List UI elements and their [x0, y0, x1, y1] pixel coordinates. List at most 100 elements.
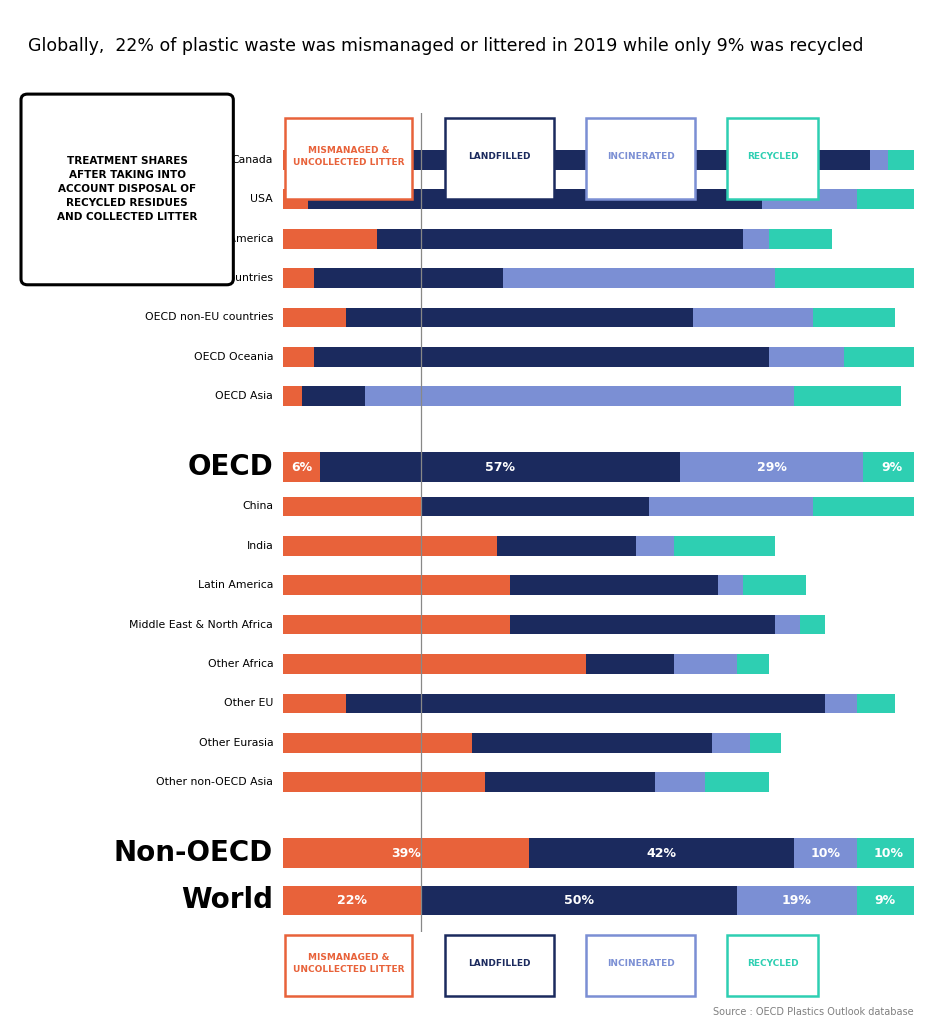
Bar: [794, 839, 857, 868]
Bar: [320, 453, 680, 482]
Bar: [712, 733, 750, 753]
FancyBboxPatch shape: [21, 94, 234, 285]
Bar: [586, 654, 674, 674]
FancyBboxPatch shape: [586, 935, 695, 995]
Text: 57%: 57%: [485, 461, 515, 474]
Text: Other Africa: Other Africa: [207, 659, 273, 669]
Bar: [737, 654, 769, 674]
Text: TREATMENT SHARES
AFTER TAKING INTO
ACCOUNT DISPOSAL OF
RECYCLED RESIDUES
AND COL: TREATMENT SHARES AFTER TAKING INTO ACCOU…: [57, 157, 198, 222]
FancyBboxPatch shape: [727, 118, 818, 200]
Bar: [484, 772, 655, 792]
Text: INCINERATED: INCINERATED: [607, 959, 674, 969]
Bar: [775, 614, 800, 635]
Bar: [718, 575, 743, 595]
Text: 10%: 10%: [873, 847, 903, 859]
FancyBboxPatch shape: [285, 118, 412, 200]
Bar: [706, 772, 769, 792]
Text: LANDFILLED: LANDFILLED: [468, 959, 530, 969]
Text: 39%: 39%: [391, 847, 420, 859]
Bar: [794, 386, 901, 407]
Bar: [283, 307, 346, 328]
Bar: [680, 453, 863, 482]
Text: Canada: Canada: [232, 155, 273, 165]
Bar: [283, 536, 497, 556]
Text: 9%: 9%: [881, 461, 902, 474]
Text: World: World: [181, 887, 273, 914]
Text: INCINERATED: INCINERATED: [607, 153, 674, 162]
Text: Globally,  22% of plastic waste was mismanaged or littered in 2019 while only 9%: Globally, 22% of plastic waste was misma…: [28, 37, 864, 55]
Text: Source : OECD Plastics Outlook database: Source : OECD Plastics Outlook database: [713, 1007, 914, 1017]
Text: 9%: 9%: [875, 894, 896, 907]
Bar: [775, 268, 914, 288]
Bar: [283, 151, 308, 170]
Bar: [314, 347, 769, 367]
Bar: [346, 693, 825, 714]
Bar: [825, 693, 857, 714]
Bar: [283, 228, 377, 249]
Bar: [503, 268, 775, 288]
Text: OECD Asia: OECD Asia: [216, 391, 273, 401]
Bar: [857, 886, 914, 915]
Text: OECD EU countries: OECD EU countries: [170, 273, 273, 283]
Bar: [863, 453, 920, 482]
Bar: [283, 654, 586, 674]
Text: RECYCLED: RECYCLED: [747, 153, 798, 162]
Text: 22%: 22%: [337, 894, 367, 907]
Text: Other EU: Other EU: [224, 698, 273, 709]
Bar: [472, 733, 712, 753]
Bar: [283, 839, 528, 868]
Bar: [497, 536, 636, 556]
Text: RECYCLED: RECYCLED: [747, 959, 798, 969]
Bar: [283, 772, 484, 792]
Text: Other non-OECD Asia: Other non-OECD Asia: [156, 777, 273, 787]
Bar: [857, 693, 895, 714]
Text: Other OECD America: Other OECD America: [158, 233, 273, 244]
Bar: [813, 307, 895, 328]
Bar: [283, 733, 472, 753]
Bar: [857, 839, 920, 868]
FancyBboxPatch shape: [445, 118, 554, 200]
Bar: [857, 189, 914, 209]
Text: OECD non-EU countries: OECD non-EU countries: [145, 312, 273, 323]
Bar: [421, 497, 649, 516]
Bar: [283, 886, 421, 915]
Text: Non-OECD: Non-OECD: [114, 839, 273, 867]
Text: 19%: 19%: [782, 894, 812, 907]
Bar: [421, 886, 737, 915]
Text: Other Eurasia: Other Eurasia: [199, 738, 273, 748]
Text: MISMANAGED &
UNCOLLECTED LITTER: MISMANAGED & UNCOLLECTED LITTER: [293, 146, 404, 167]
Text: LANDFILLED: LANDFILLED: [468, 153, 530, 162]
Bar: [693, 307, 813, 328]
Bar: [769, 347, 844, 367]
Bar: [510, 614, 775, 635]
Text: 42%: 42%: [646, 847, 676, 859]
Bar: [301, 386, 365, 407]
Bar: [528, 839, 794, 868]
FancyBboxPatch shape: [727, 935, 818, 995]
Text: 50%: 50%: [564, 894, 594, 907]
Bar: [762, 189, 857, 209]
Bar: [844, 347, 914, 367]
Bar: [813, 497, 914, 516]
Text: OECD: OECD: [187, 453, 273, 481]
Bar: [283, 268, 314, 288]
FancyBboxPatch shape: [445, 935, 554, 995]
Bar: [346, 307, 693, 328]
Bar: [737, 886, 857, 915]
Bar: [743, 575, 806, 595]
Text: India: India: [247, 541, 273, 551]
Text: 10%: 10%: [810, 847, 840, 859]
Bar: [674, 654, 737, 674]
Text: Middle East & North Africa: Middle East & North Africa: [129, 620, 273, 630]
Bar: [314, 268, 503, 288]
Bar: [365, 386, 794, 407]
Bar: [655, 772, 706, 792]
Bar: [283, 497, 421, 516]
Bar: [769, 228, 832, 249]
Text: 29%: 29%: [756, 461, 787, 474]
Text: OECD Oceania: OECD Oceania: [194, 352, 273, 361]
Bar: [869, 151, 888, 170]
Bar: [377, 228, 743, 249]
Text: USA: USA: [251, 195, 273, 204]
Bar: [888, 151, 914, 170]
